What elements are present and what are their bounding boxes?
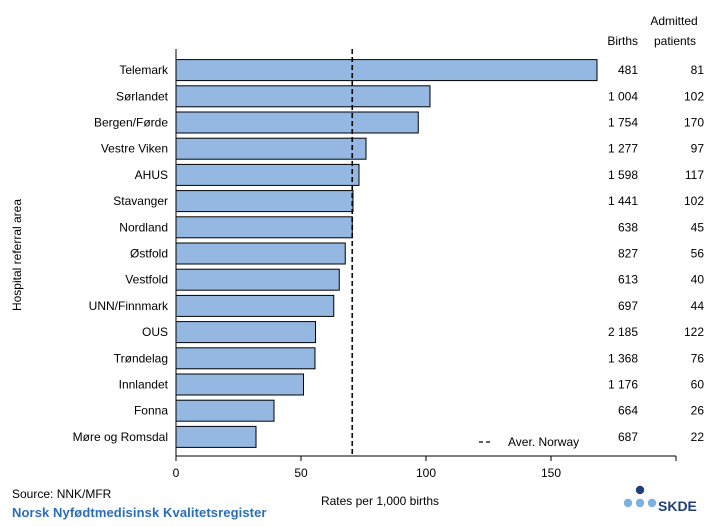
admitted-values: 81 102 170 97 117 102 45 56 40 44 122 76 60 26 22 bbox=[684, 63, 704, 444]
admitted-value: 56 bbox=[691, 247, 705, 261]
category-label: Fonna bbox=[134, 404, 168, 418]
x-tick-label: 0 bbox=[173, 466, 180, 480]
admitted-value: 97 bbox=[691, 142, 705, 156]
y-axis-title: Hospital referral area bbox=[10, 199, 24, 311]
bar bbox=[175, 425, 257, 448]
births-values: 481 1 004 1 754 1 277 1 598 1 441 638 827 613 697… bbox=[608, 63, 638, 444]
category-labels: Telemark Sørlandet Bergen/Førde Vestre Vike… bbox=[73, 63, 169, 444]
bar bbox=[175, 163, 360, 186]
bar bbox=[175, 137, 367, 160]
axes: 0 50 100 150 bbox=[173, 49, 677, 480]
x-tick-label: 100 bbox=[416, 466, 436, 480]
admitted-value: 76 bbox=[691, 351, 705, 365]
bar bbox=[175, 242, 346, 265]
bar bbox=[175, 373, 304, 396]
skde-logo: SKDE bbox=[618, 482, 704, 522]
category-label: Telemark bbox=[119, 63, 169, 77]
category-label: Trøndelag bbox=[114, 351, 168, 365]
admitted-value: 117 bbox=[685, 168, 704, 182]
births-value: 1 754 bbox=[608, 116, 638, 130]
category-label: AHUS bbox=[135, 168, 168, 182]
births-column-header: Births bbox=[607, 34, 638, 48]
bar bbox=[175, 294, 335, 317]
admitted-value: 26 bbox=[691, 404, 705, 418]
bars-group bbox=[175, 59, 598, 448]
bar bbox=[175, 216, 353, 239]
x-tick-label: 150 bbox=[541, 466, 561, 480]
category-label: Møre og Romsdal bbox=[73, 430, 168, 444]
births-value: 664 bbox=[618, 404, 638, 418]
births-value: 2 185 bbox=[608, 325, 638, 339]
bar bbox=[175, 321, 316, 344]
category-label: UNN/Finnmark bbox=[89, 299, 169, 313]
bar bbox=[175, 85, 431, 108]
category-label: Vestre Viken bbox=[101, 142, 168, 156]
births-value: 1 176 bbox=[608, 378, 638, 392]
skde-logo-text: SKDE bbox=[658, 498, 697, 514]
births-value: 1 004 bbox=[608, 89, 638, 103]
category-label: Vestfold bbox=[125, 273, 168, 287]
admitted-value: 22 bbox=[691, 430, 705, 444]
admitted-value: 102 bbox=[684, 89, 704, 103]
category-label: Stavanger bbox=[113, 194, 168, 208]
births-value: 638 bbox=[618, 220, 638, 234]
admitted-value: 81 bbox=[691, 63, 705, 77]
admitted-column-header-line1: Admitted bbox=[650, 14, 697, 28]
skde-dots-icon bbox=[623, 485, 657, 508]
category-label: Nordland bbox=[119, 220, 168, 234]
category-label: Sørlandet bbox=[116, 89, 169, 103]
admitted-column-header-line2: patients bbox=[654, 34, 696, 48]
registry-name: Norsk Nyfødtmedisinsk Kvalitetsregister bbox=[12, 505, 267, 520]
births-value: 481 bbox=[618, 63, 638, 77]
bar bbox=[175, 347, 316, 370]
bar bbox=[175, 190, 354, 213]
births-value: 697 bbox=[618, 299, 638, 313]
x-tick-label: 50 bbox=[294, 466, 308, 480]
admitted-value: 45 bbox=[691, 220, 705, 234]
category-label: OUS bbox=[142, 325, 168, 339]
births-value: 827 bbox=[618, 247, 638, 261]
source-note: Source: NNK/MFR bbox=[12, 487, 112, 501]
admitted-value: 170 bbox=[684, 116, 704, 130]
admitted-value: 102 bbox=[684, 194, 704, 208]
births-value: 613 bbox=[618, 273, 638, 287]
births-value: 1 598 bbox=[608, 168, 638, 182]
category-label: Bergen/Førde bbox=[94, 116, 168, 130]
category-label: Innlandet bbox=[119, 378, 169, 392]
births-value: 687 bbox=[618, 430, 638, 444]
births-value: 1 277 bbox=[608, 142, 638, 156]
bar bbox=[175, 399, 275, 422]
admitted-value: 122 bbox=[684, 325, 704, 339]
admitted-value: 40 bbox=[691, 273, 705, 287]
bar bbox=[175, 268, 340, 291]
x-axis-title: Rates per 1,000 births bbox=[321, 494, 439, 508]
category-label: Østfold bbox=[130, 247, 168, 261]
births-value: 1 441 bbox=[608, 194, 638, 208]
births-value: 1 368 bbox=[608, 351, 638, 365]
bar bbox=[175, 59, 598, 82]
bar bbox=[175, 111, 419, 134]
admitted-value: 44 bbox=[691, 299, 705, 313]
admitted-value: 60 bbox=[691, 378, 705, 392]
legend-average-label: Aver. Norway bbox=[508, 435, 579, 449]
